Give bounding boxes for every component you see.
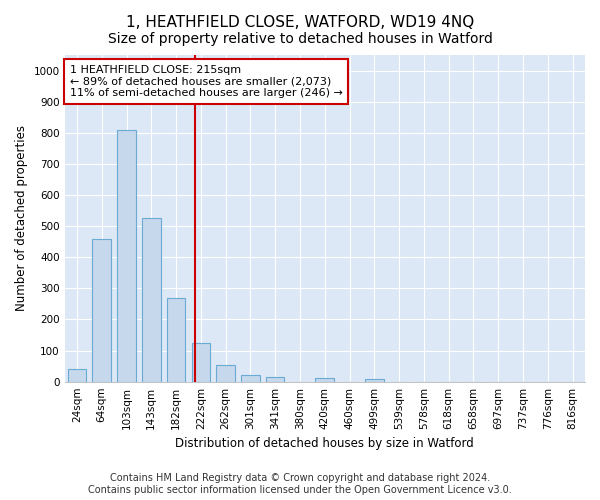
Text: Size of property relative to detached houses in Watford: Size of property relative to detached ho…	[107, 32, 493, 46]
Bar	[316, 378, 334, 382]
X-axis label: Distribution of detached houses by size in Watford: Distribution of detached houses by size …	[175, 437, 474, 450]
Bar	[117, 130, 136, 382]
Bar	[217, 364, 235, 382]
Y-axis label: Number of detached properties: Number of detached properties	[15, 126, 28, 312]
Bar	[365, 379, 383, 382]
Bar	[68, 368, 86, 382]
Text: Contains HM Land Registry data © Crown copyright and database right 2024.
Contai: Contains HM Land Registry data © Crown c…	[88, 474, 512, 495]
Bar	[92, 238, 111, 382]
Bar	[191, 343, 210, 382]
Bar	[266, 378, 284, 382]
Bar	[142, 218, 161, 382]
Bar	[167, 298, 185, 382]
Text: 1, HEATHFIELD CLOSE, WATFORD, WD19 4NQ: 1, HEATHFIELD CLOSE, WATFORD, WD19 4NQ	[126, 15, 474, 30]
Bar	[241, 375, 260, 382]
Text: 1 HEATHFIELD CLOSE: 215sqm
← 89% of detached houses are smaller (2,073)
11% of s: 1 HEATHFIELD CLOSE: 215sqm ← 89% of deta…	[70, 65, 343, 98]
